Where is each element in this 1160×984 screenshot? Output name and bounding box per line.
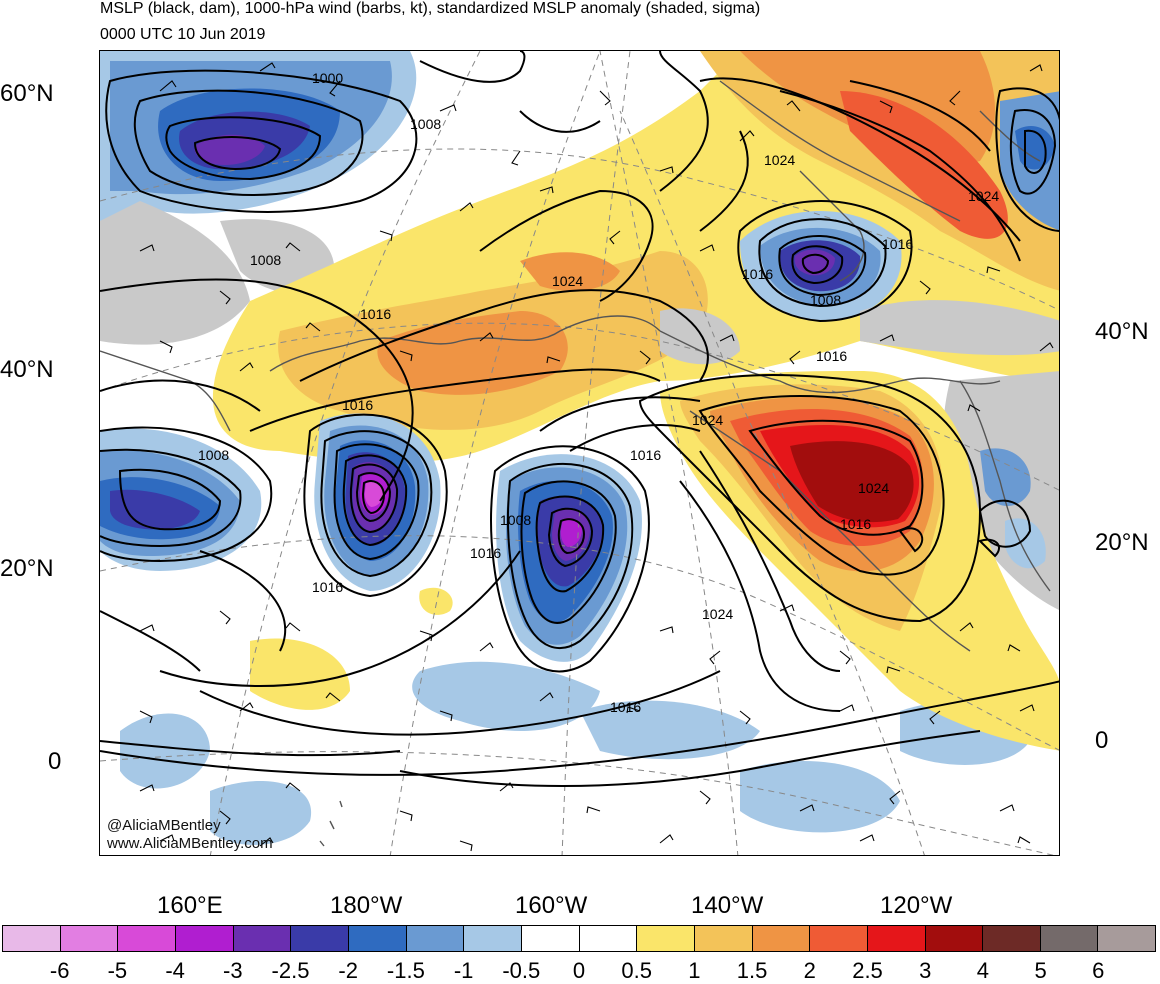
mslp-contours bbox=[100, 51, 1059, 787]
colorbar-tick-label: 5 bbox=[1034, 958, 1047, 983]
colorbar-swatch bbox=[348, 926, 407, 951]
colorbar-tick-label: 1 bbox=[688, 958, 701, 983]
credit-website[interactable]: www.AliciaMBentley.com bbox=[107, 835, 273, 852]
isobar-label: 1016 bbox=[742, 266, 773, 282]
colorbar-tick-label: -0.5 bbox=[502, 958, 541, 983]
isobar-label: 1008 bbox=[250, 252, 281, 268]
colorbar-tick-label: 2 bbox=[803, 958, 816, 983]
isobar-label: 1024 bbox=[702, 606, 733, 622]
isobar-label: 1016 bbox=[360, 306, 391, 322]
isobar-label: 1008 bbox=[500, 512, 531, 528]
colorbar-swatch bbox=[867, 926, 926, 951]
colorbar-swatch bbox=[1098, 926, 1156, 951]
colorbar-swatch bbox=[233, 926, 292, 951]
isobar-label: 1024 bbox=[858, 480, 889, 496]
isobar-label: 1016 bbox=[840, 516, 871, 532]
colorbar-swatch bbox=[579, 926, 638, 951]
isobar-label: 1008 bbox=[410, 116, 441, 132]
anomaly-map: 1000 1008 1008 1016 1024 1024 1024 1016 … bbox=[100, 51, 1059, 855]
isobar-label: 1016 bbox=[342, 397, 373, 413]
map-title: MSLP (black, dam), 1000-hPa wind (barbs,… bbox=[100, 0, 761, 17]
lon-label: 160°W bbox=[515, 892, 588, 919]
colorbar-tick-label: 4 bbox=[976, 958, 990, 983]
colorbar-swatch bbox=[521, 926, 580, 951]
credit-twitter: @AliciaMBentley bbox=[107, 817, 221, 834]
colorbar-swatch bbox=[60, 926, 119, 951]
isobar-label: 1016 bbox=[882, 236, 913, 252]
isobar-label: 1016 bbox=[630, 447, 661, 463]
isobar-label: 1000 bbox=[312, 70, 343, 86]
isobar-label: 1024 bbox=[968, 188, 999, 204]
lat-label-right: 0 bbox=[1095, 727, 1109, 754]
colorbar-tick-label: 1.5 bbox=[736, 958, 768, 983]
colorbar-swatch bbox=[1040, 926, 1099, 951]
isobar-label: 1024 bbox=[692, 412, 723, 428]
colorbar-tick-label: -4 bbox=[165, 958, 185, 983]
isobar-label: 1024 bbox=[552, 273, 583, 289]
lon-label: 140°W bbox=[691, 892, 764, 919]
lon-label: 180°W bbox=[330, 892, 403, 919]
coastlines bbox=[100, 80, 1051, 847]
isobar-label: 1016 bbox=[312, 579, 343, 595]
isobar-label: 1008 bbox=[810, 292, 841, 308]
colorbar-swatch bbox=[3, 926, 61, 951]
wind-barbs bbox=[139, 62, 1054, 852]
colorbar-swatch bbox=[464, 926, 522, 951]
lat-label-left: 0 bbox=[48, 748, 62, 775]
colorbar-swatch bbox=[752, 926, 811, 951]
lat-label-left: 20°N bbox=[0, 555, 54, 582]
lat-label-right: 20°N bbox=[1095, 529, 1149, 556]
colorbar bbox=[2, 925, 1156, 952]
isobar-label: 1016 bbox=[610, 699, 641, 715]
colorbar-tick-label: -1 bbox=[453, 958, 474, 983]
colorbar-swatch bbox=[118, 926, 176, 951]
colorbar-swatch bbox=[291, 926, 349, 951]
colorbar-tick-label: -6 bbox=[49, 958, 70, 983]
isobar-label: 1016 bbox=[470, 545, 501, 561]
colorbar-tick-label: -2.5 bbox=[271, 958, 310, 983]
isobar-label: 1008 bbox=[198, 447, 229, 463]
colorbar-tick-label: 0 bbox=[572, 958, 586, 983]
lon-label: 160°E bbox=[157, 892, 223, 919]
isobar-labels: 1000 1008 1008 1016 1024 1024 1024 1016 … bbox=[198, 70, 999, 715]
isobar-label: 1024 bbox=[764, 152, 795, 168]
colorbar-tick-label: 0.5 bbox=[621, 958, 652, 983]
colorbar-swatch bbox=[175, 926, 234, 951]
lat-label-left: 40°N bbox=[0, 356, 54, 383]
colorbar-tick-label: 2.5 bbox=[852, 958, 883, 983]
colorbar-swatch bbox=[983, 926, 1041, 951]
isobar-label: 1016 bbox=[816, 348, 847, 364]
colorbar-swatch bbox=[406, 926, 465, 951]
colorbar-swatch bbox=[925, 926, 984, 951]
lat-label-left: 60°N bbox=[0, 80, 54, 107]
colorbar-swatch bbox=[810, 926, 868, 951]
colorbar-tick-label: 3 bbox=[919, 958, 932, 983]
lon-label: 120°W bbox=[880, 892, 953, 919]
colorbar-tick-label: -3 bbox=[223, 958, 243, 983]
colorbar-tick-label: -2 bbox=[338, 958, 358, 983]
colorbar-swatch bbox=[637, 926, 695, 951]
colorbar-swatch bbox=[694, 926, 753, 951]
lat-label-right: 40°N bbox=[1095, 318, 1149, 345]
map-panel: 1000 1008 1008 1016 1024 1024 1024 1016 … bbox=[99, 50, 1060, 856]
valid-time: 0000 UTC 10 Jun 2019 bbox=[100, 26, 266, 43]
colorbar-tick-label: 6 bbox=[1092, 958, 1105, 983]
colorbar-tick-label: -5 bbox=[107, 958, 128, 983]
colorbar-tick-label: -1.5 bbox=[386, 958, 425, 983]
